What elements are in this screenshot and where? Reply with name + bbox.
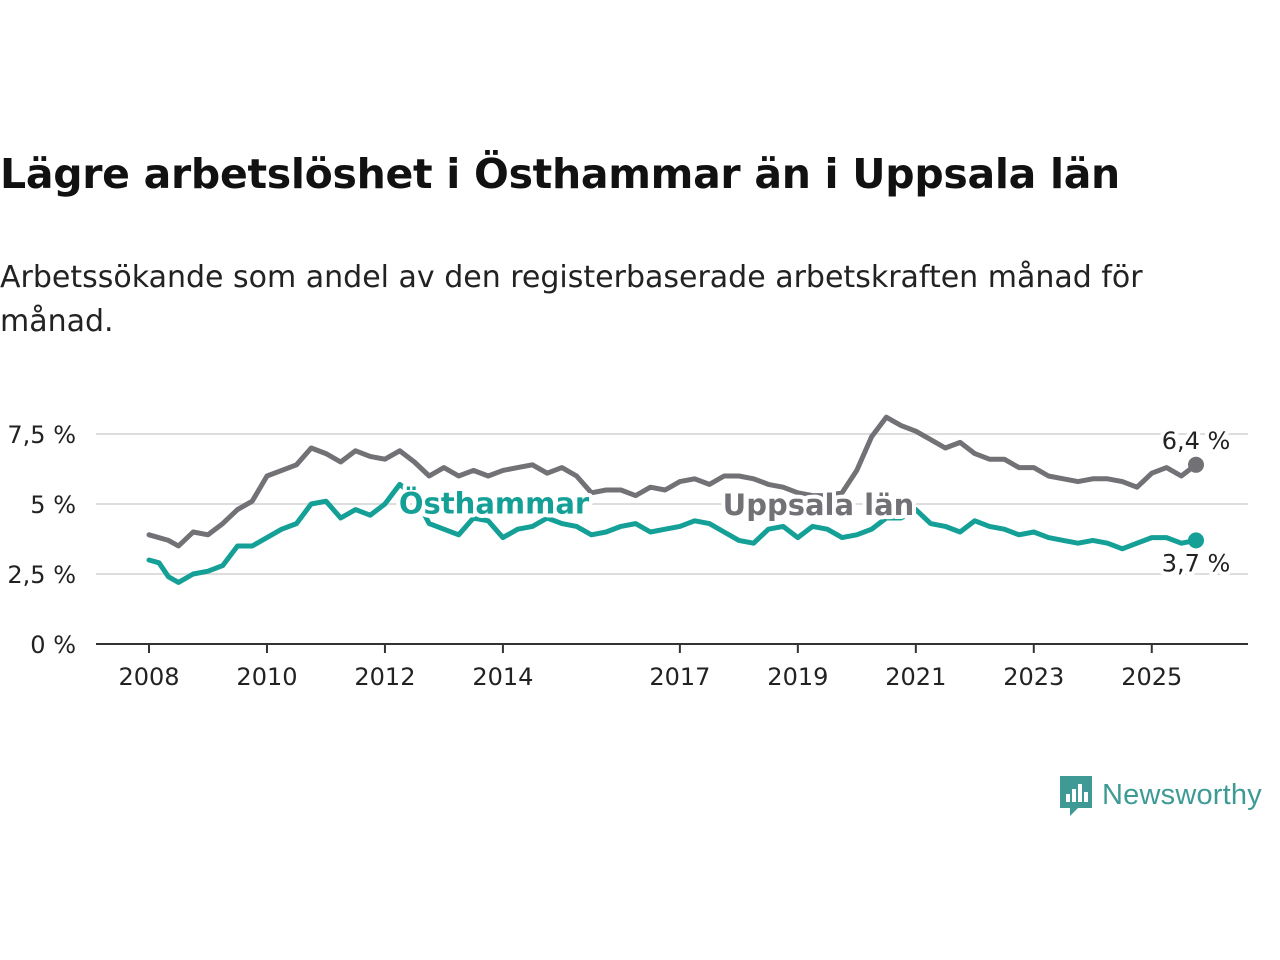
y-tick-label: 7,5 %	[7, 421, 76, 449]
x-tick-label: 2012	[354, 663, 415, 691]
end-label-uppsala-group: 6,4 %	[1158, 423, 1235, 459]
x-tick-label: 2019	[767, 663, 828, 691]
series-label-uppsala: Uppsala län	[723, 488, 915, 522]
chart-title: Lägre arbetslöshet i Östhammar än i Upps…	[0, 150, 1120, 198]
x-tick-label: 2023	[1003, 663, 1064, 691]
y-tick-label: 0 %	[30, 631, 76, 659]
series-line-osthammar	[146, 481, 1199, 585]
x-tick-label: 2017	[649, 663, 710, 691]
brand-logo: Newsworthy	[1058, 772, 1262, 818]
end-marker-osthammar	[1188, 532, 1204, 549]
y-tick-label: 5 %	[30, 491, 76, 519]
x-axis-ticks: 2008 2010 2012 2014 2017 2019 2021 2023 2025	[118, 644, 1182, 691]
x-tick-label: 2021	[885, 663, 946, 691]
series-label-osthammar: Östhammar	[399, 487, 590, 521]
chart-subtitle: Arbetssökande som andel av den registerb…	[0, 260, 1143, 339]
series-label-uppsala-group: Uppsala län	[719, 484, 919, 526]
series-labels: Uppsala län Östhammar 6,4 % 3,7 %	[395, 423, 1235, 582]
end-label-osthammar: 3,7 %	[1162, 549, 1231, 577]
series-line-uppsala	[146, 414, 1199, 549]
x-tick-label: 2014	[472, 663, 533, 691]
x-tick-label: 2010	[236, 663, 297, 691]
y-axis-tick-labels: 0 % 2,5 % 5 % 7,5 %	[7, 421, 76, 659]
end-marker-uppsala	[1188, 456, 1204, 473]
series-label-osthammar-group: Östhammar	[395, 483, 594, 525]
x-tick-label: 2025	[1121, 663, 1182, 691]
y-tick-label: 2,5 %	[7, 561, 76, 589]
end-label-osthammar-group: 3,7 %	[1158, 545, 1235, 581]
x-tick-label: 2008	[118, 663, 179, 691]
grid-lines	[96, 433, 1248, 575]
end-label-uppsala: 6,4 %	[1162, 427, 1231, 455]
series-lines	[146, 414, 1199, 585]
newsworthy-logo-icon	[1060, 776, 1092, 816]
brand-name: Newsworthy	[1102, 778, 1262, 811]
